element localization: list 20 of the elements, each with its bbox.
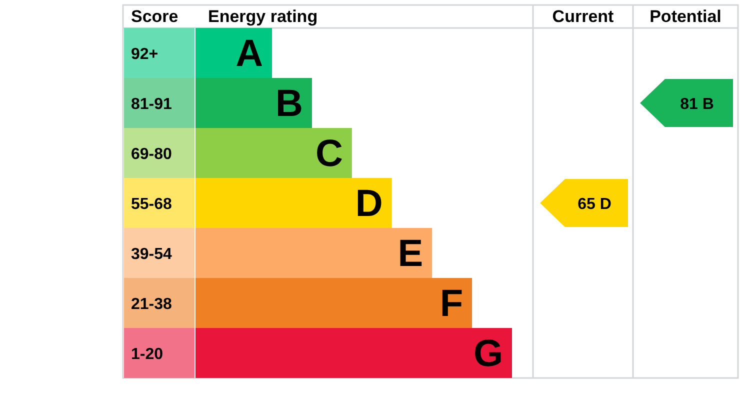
text: 65 D: [578, 196, 612, 213]
y-tick-label: 81-91: [131, 96, 172, 113]
y-tick-label: 69-80: [131, 146, 172, 163]
y-tick-label: 55-68: [131, 196, 172, 213]
annotation: B: [276, 83, 303, 125]
annotation: E: [398, 233, 424, 275]
text: 81 B: [680, 96, 714, 113]
annotation: D: [355, 183, 383, 225]
y-axis-title: Score: [131, 7, 178, 26]
y-tick-label: 92+: [131, 46, 158, 63]
annotation: A: [236, 33, 264, 75]
y-tick-label: 21-38: [131, 296, 172, 313]
y-tick-label: 39-54: [131, 246, 172, 263]
annotation: F: [440, 283, 464, 325]
text: Potential: [650, 7, 722, 26]
x-axis-title: Energy rating: [208, 7, 318, 26]
y-tick-label: 1-20: [131, 346, 164, 363]
annotation: G: [473, 333, 503, 375]
annotation: C: [315, 133, 343, 175]
text: Current: [552, 7, 614, 26]
